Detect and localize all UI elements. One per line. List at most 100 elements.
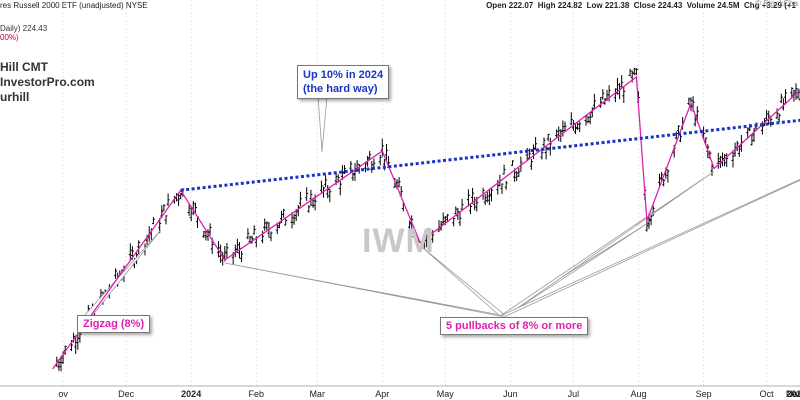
price-bar xyxy=(590,107,594,118)
price-bar xyxy=(674,131,678,140)
price-bar xyxy=(246,228,250,240)
price-bar xyxy=(225,242,229,259)
price-bar xyxy=(338,181,342,196)
price-bar xyxy=(240,251,244,263)
price-bar xyxy=(504,181,508,190)
high-label: High xyxy=(537,1,556,10)
price-bar xyxy=(765,110,769,121)
pullback-callout-arrow xyxy=(499,178,800,317)
price-bar xyxy=(305,187,309,202)
price-bar xyxy=(307,205,311,213)
price-bar xyxy=(427,228,430,241)
price-bar xyxy=(529,158,533,170)
x-tick-label: Feb xyxy=(248,389,265,399)
price-bar xyxy=(452,217,456,227)
price-bar xyxy=(548,137,552,156)
price-bar xyxy=(412,229,416,238)
price-bar xyxy=(769,117,773,127)
chart-title: res Russell 2000 ETF (unadjusted) NYSE xyxy=(0,1,148,10)
price-bar xyxy=(721,152,724,167)
price-bar xyxy=(441,212,445,225)
price-bar xyxy=(794,83,798,100)
price-bar xyxy=(385,144,388,161)
price-bar xyxy=(586,116,590,124)
price-bar xyxy=(114,268,118,279)
callout-arrows xyxy=(83,95,800,317)
x-tick-label: ov xyxy=(58,389,68,399)
price-bar xyxy=(233,244,237,258)
price-bar xyxy=(340,165,344,180)
price-bar xyxy=(296,205,300,217)
price-bar xyxy=(437,220,441,233)
price-bar xyxy=(628,68,632,77)
price-bar xyxy=(746,127,750,139)
price-bar xyxy=(164,215,168,225)
period-value: Daily) 224.43 xyxy=(0,24,48,33)
price-bar xyxy=(466,189,470,207)
x-tick-label: Dec xyxy=(785,389,800,399)
price-bar xyxy=(487,188,491,206)
price-bar xyxy=(368,150,372,161)
open-value: 222.07 xyxy=(508,1,534,10)
x-tick-label: Oct xyxy=(759,389,774,399)
price-bar xyxy=(298,191,302,207)
price-bar xyxy=(351,172,355,181)
price-bar xyxy=(588,112,592,125)
volume-label: Volume xyxy=(686,1,716,10)
price-bar xyxy=(454,206,458,215)
price-bar xyxy=(187,204,191,216)
price-bar xyxy=(485,191,489,203)
pullback-callout-arrow xyxy=(498,171,715,317)
zigzag-line xyxy=(52,75,800,370)
price-bar xyxy=(557,126,561,142)
price-bar xyxy=(632,67,636,76)
price-bar xyxy=(458,212,462,227)
trend-callout-line1: Up 10% in 2024 xyxy=(303,69,384,81)
x-tick-label: Apr xyxy=(375,389,390,399)
price-bar xyxy=(324,175,328,188)
close-label: Close xyxy=(633,1,656,10)
pullbacks-callout: 5 pullbacks of 8% or more xyxy=(440,317,589,335)
author-line-3: urhill xyxy=(0,90,30,104)
price-bar xyxy=(578,121,582,133)
price-bar xyxy=(309,189,313,206)
price-bar xyxy=(326,185,330,199)
pullback-callout-arrow xyxy=(224,262,507,317)
trend-callout-line2: (the hard way) xyxy=(303,83,378,95)
price-bar xyxy=(500,183,504,195)
volume-value: 24.5M xyxy=(717,1,740,10)
price-bar xyxy=(775,108,779,120)
x-tick-label: Jul xyxy=(567,389,580,399)
price-bar xyxy=(179,192,183,200)
price-bar xyxy=(469,203,472,214)
price-bar xyxy=(252,225,256,235)
price-bar xyxy=(542,137,546,148)
grid xyxy=(62,0,767,386)
price-bar xyxy=(517,167,521,177)
price-bar xyxy=(607,85,611,102)
price-bar xyxy=(380,138,384,157)
low-label: Low xyxy=(586,1,603,10)
x-tick-label: Sep xyxy=(695,389,712,399)
price-bar xyxy=(737,145,741,157)
price-bar xyxy=(779,93,783,104)
price-bar xyxy=(666,169,670,183)
x-tick-label: Jun xyxy=(503,389,518,399)
price-bar xyxy=(137,240,141,255)
price-bar xyxy=(601,89,605,100)
change-value: Chg +3.29 (+1 xyxy=(743,1,796,10)
price-bar xyxy=(282,208,286,218)
ohlc-readout: Open 222.07 High 224.82 Low 221.38 Close… xyxy=(486,1,796,10)
price-bar xyxy=(473,196,477,211)
price-bar xyxy=(408,220,412,231)
author-line-2: InvestorPro.com xyxy=(0,75,95,89)
price-bar xyxy=(162,204,166,211)
price-bar xyxy=(613,88,617,103)
price-bar xyxy=(263,218,267,231)
price-bar xyxy=(189,207,193,222)
price-bar xyxy=(592,93,596,109)
author-block: Hill CMT InvestorPro.com urhill xyxy=(0,60,95,105)
x-tick-label: 202 xyxy=(786,389,800,399)
price-bar xyxy=(716,152,720,169)
price-bar xyxy=(752,128,756,142)
